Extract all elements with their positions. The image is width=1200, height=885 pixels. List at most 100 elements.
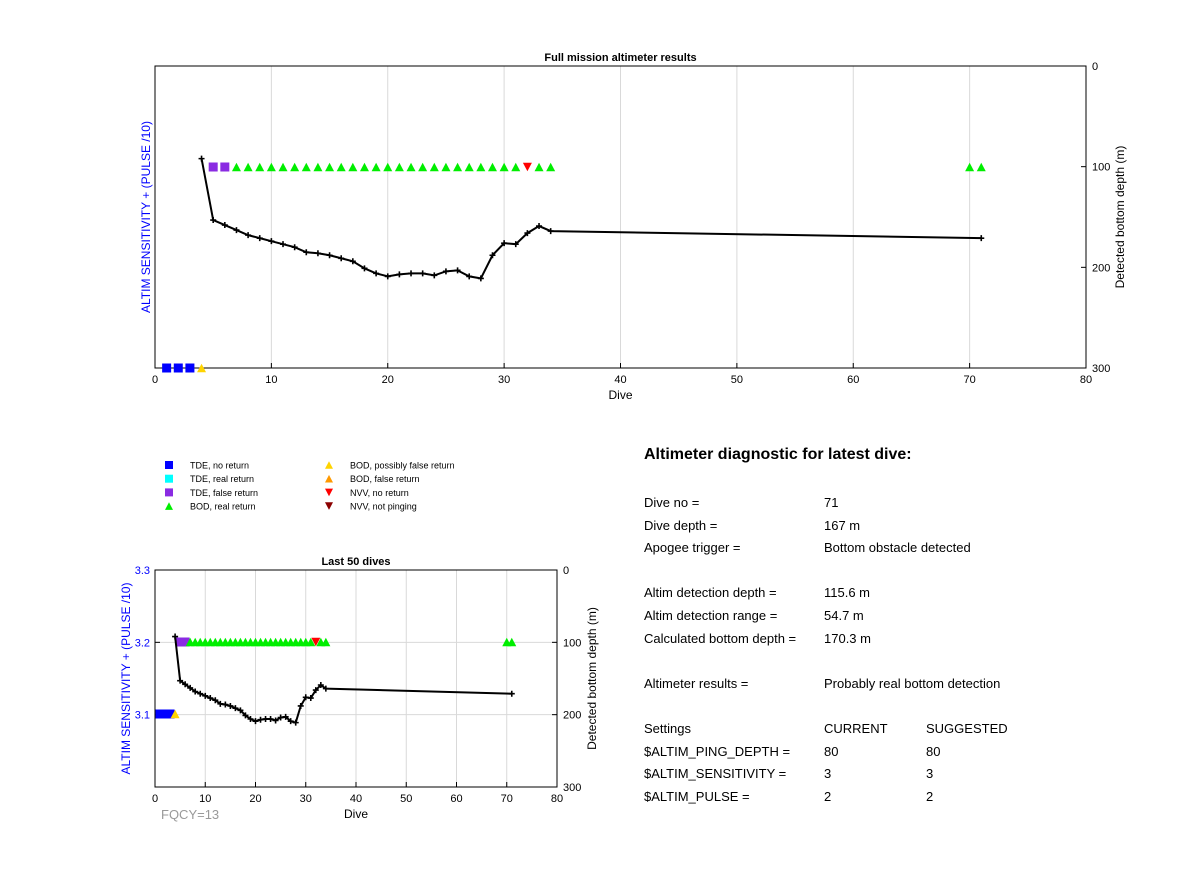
depth-point — [512, 241, 519, 248]
x-tick-label: 80 — [1080, 374, 1092, 386]
depth-point — [252, 718, 259, 725]
x-tick-label: 80 — [551, 793, 563, 805]
y-right-axis-label: Detected bottom depth (m) — [585, 607, 599, 750]
x-tick-label: 50 — [731, 374, 743, 386]
data-marker-bod-real-return — [534, 162, 544, 172]
legend-label: TDE, false return — [190, 488, 258, 498]
depth-point — [221, 222, 228, 229]
depth-point — [227, 702, 234, 709]
fqcy-annotation: FQCY=13 — [161, 807, 219, 822]
x-tick-label: 40 — [350, 793, 362, 805]
data-marker-tde-false-return — [180, 637, 190, 647]
data-marker-bod-real-return — [301, 162, 311, 172]
x-tick-label: 0 — [152, 793, 158, 805]
legend-marker — [165, 461, 173, 469]
data-marker-bod-possibly-false — [170, 709, 180, 719]
data-marker-bod-real-return — [348, 162, 358, 172]
y-right-tick-label: 0 — [563, 565, 569, 577]
depth-point — [547, 228, 554, 235]
x-tick-label: 50 — [400, 793, 412, 805]
data-marker-bod-real-return — [325, 162, 335, 172]
depth-point — [297, 702, 304, 709]
y-left-axis-label: ALTIM SENSITIVITY + (PULSE /10) — [119, 583, 133, 775]
depth-point — [232, 705, 239, 712]
data-marker-tde-no-return — [185, 363, 195, 373]
data-marker-tde-no-return — [173, 363, 183, 373]
y-left-tick-label: 3.1 — [135, 710, 150, 722]
y-left-tick-label: 3.2 — [135, 637, 150, 649]
depth-point — [187, 684, 194, 691]
diagnostic-row: Altim detection depth = 115.6 m — [644, 582, 1164, 605]
depth-point — [536, 223, 543, 230]
data-marker-bod-real-return — [266, 162, 276, 172]
legend-label: BOD, possibly false return — [350, 461, 455, 471]
x-tick-label: 10 — [265, 374, 277, 386]
results-value: Probably real bottom detection — [824, 675, 1001, 691]
altimeter-diagnostic-panel: Altimeter diagnostic for latest dive: Di… — [644, 446, 1164, 808]
legend-label: TDE, no return — [190, 461, 249, 471]
diagnostic-title: Altimeter diagnostic for latest dive: — [644, 446, 912, 463]
depth-point — [207, 695, 214, 702]
depth-point — [272, 717, 279, 724]
depth-point — [431, 272, 438, 279]
data-marker-bod-real-return — [406, 162, 416, 172]
setting-name: $ALTIM_PING_DEPTH = — [644, 743, 791, 759]
data-marker-bod-real-return — [487, 162, 497, 172]
data-marker-bod-real-return — [418, 162, 428, 172]
depth-point — [212, 697, 219, 704]
diagnostic-row: Calculated bottom depth = 170.3 m — [644, 628, 1164, 651]
depth-point — [210, 217, 217, 224]
legend-label: TDE, real return — [190, 474, 254, 484]
diagnostic-row: Apogee trigger = Bottom obstacle detected — [644, 537, 1164, 560]
legend-marker — [325, 474, 333, 483]
last-50-dives-chart: 3.1 3.2 3.3 0 10 20 30 40 50 60 70 80 0 100 200 300 Last… — [119, 556, 599, 822]
diagnostic-value: Bottom obstacle detected — [824, 540, 971, 556]
data-marker-tde-no-return — [162, 363, 172, 373]
depth-point — [202, 692, 209, 699]
depth-point — [268, 238, 275, 245]
data-marker-bod-real-return — [965, 162, 975, 172]
legend-label: NVV, not pinging — [350, 502, 417, 512]
depth-point — [489, 252, 496, 259]
depth-point — [245, 232, 252, 239]
data-marker-nvv-no-return — [522, 162, 532, 172]
x-tick-label: 70 — [964, 374, 976, 386]
depth-point — [454, 267, 461, 274]
depth-point — [256, 235, 263, 242]
data-marker-bod-real-return — [383, 162, 393, 172]
data-marker-bod-real-return — [278, 162, 288, 172]
chart-title: Full mission altimeter results — [544, 52, 696, 64]
data-marker-bod-real-return — [306, 637, 316, 647]
legend-label: BOD, false return — [350, 474, 420, 484]
data-marker-bod-real-return — [507, 637, 517, 647]
legend-marker — [165, 488, 173, 497]
data-marker-bod-real-return — [371, 162, 381, 172]
data-marker-bod-real-return — [231, 162, 241, 172]
setting-current: 2 — [824, 788, 832, 804]
data-marker-bod-real-return — [336, 162, 346, 172]
depth-point — [408, 270, 415, 277]
depth-point — [466, 273, 473, 280]
diagnostic-label: Apogee trigger = — [644, 540, 741, 556]
diagnostic-value: 115.6 m — [824, 585, 871, 601]
legend-marker — [165, 502, 173, 510]
legend-marker — [325, 461, 333, 469]
depth-point — [349, 258, 356, 265]
setting-suggested: 80 — [926, 743, 941, 759]
setting-name: $ALTIM_PULSE = — [644, 788, 750, 804]
depth-point — [419, 270, 426, 277]
x-tick-label: 20 — [249, 793, 261, 805]
data-marker-bod-real-return — [359, 162, 369, 172]
data-marker-bod-real-return — [476, 162, 486, 172]
depth-point — [282, 713, 289, 720]
depth-point — [233, 227, 240, 234]
x-tick-label: 0 — [152, 374, 158, 386]
depth-point — [182, 681, 189, 688]
y-right-tick-label: 200 — [1092, 262, 1110, 274]
setting-suggested: 3 — [926, 766, 934, 782]
y-right-tick-label: 100 — [1092, 162, 1110, 174]
settings-header-label: Settings — [644, 720, 691, 736]
diagnostic-label: Dive no = — [644, 495, 700, 510]
depth-point — [197, 690, 204, 697]
y-right-axis-label: Detected bottom depth (m) — [1113, 146, 1127, 289]
